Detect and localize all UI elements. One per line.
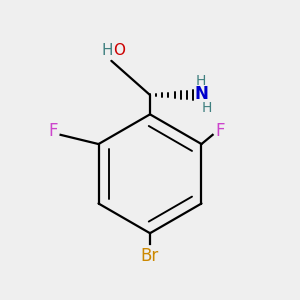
Text: H: H <box>202 101 212 115</box>
Text: H: H <box>101 43 113 58</box>
Text: F: F <box>215 122 225 140</box>
Text: N: N <box>195 85 208 103</box>
Text: H: H <box>196 74 206 88</box>
Text: F: F <box>49 122 58 140</box>
Text: Br: Br <box>141 247 159 265</box>
Text: O: O <box>113 43 125 58</box>
